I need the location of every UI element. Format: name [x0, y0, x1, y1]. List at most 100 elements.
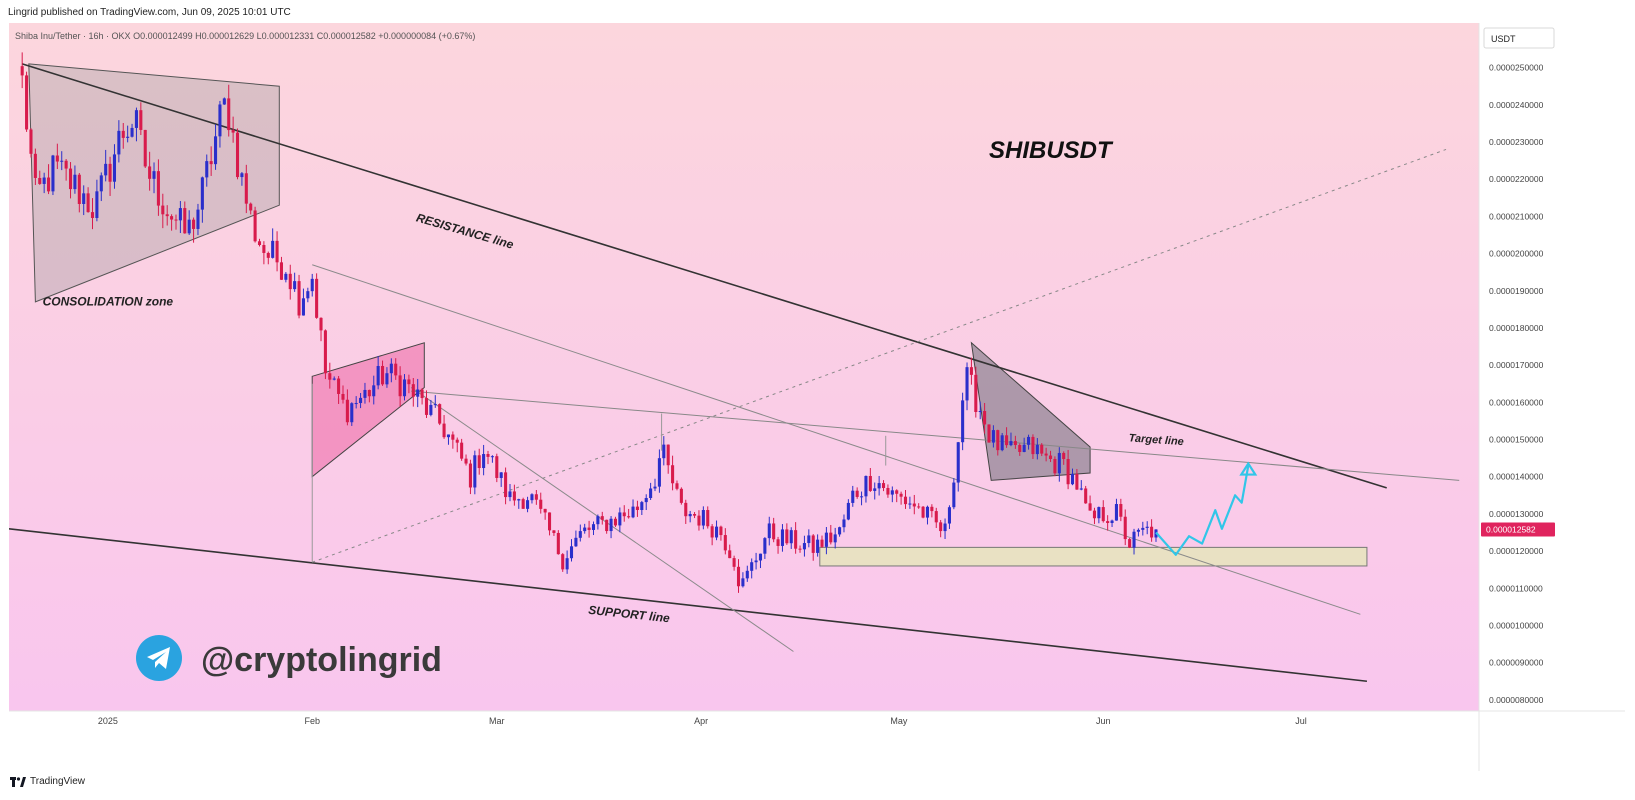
- resistance-line: [21, 63, 1387, 489]
- candle-body: [315, 278, 319, 318]
- candle: [644, 494, 648, 511]
- candle: [429, 399, 433, 417]
- y-tick-label: 0.0000190000: [1489, 286, 1544, 296]
- candle: [921, 505, 925, 519]
- candle-body: [73, 174, 77, 190]
- candle: [82, 185, 86, 216]
- candle: [613, 516, 617, 527]
- candle-body: [231, 130, 235, 133]
- candle: [785, 523, 789, 545]
- candle-body: [701, 510, 705, 526]
- candle-body: [134, 110, 138, 128]
- candle: [442, 415, 446, 439]
- candle: [183, 201, 187, 234]
- candle-body: [424, 398, 429, 415]
- support-line: [9, 527, 1368, 683]
- candle: [961, 392, 965, 451]
- candle-body: [196, 209, 200, 229]
- candle-body: [152, 171, 156, 179]
- candle-body: [244, 173, 248, 204]
- candle: [1141, 521, 1145, 536]
- candle-body: [420, 389, 424, 399]
- candle: [337, 376, 341, 404]
- candle: [482, 444, 486, 476]
- candle-body: [732, 558, 736, 567]
- candle-body: [345, 399, 349, 423]
- candle-body: [877, 483, 881, 489]
- candle: [262, 241, 266, 265]
- y-tick-label: 0.0000090000: [1489, 658, 1544, 668]
- candle-body: [1040, 444, 1044, 454]
- candle-body: [143, 129, 147, 167]
- currency-button[interactable]: USDT: [1483, 27, 1555, 49]
- candle: [95, 179, 99, 222]
- candle: [811, 534, 815, 561]
- candle: [196, 203, 200, 236]
- candle: [838, 526, 842, 537]
- candle: [205, 154, 209, 187]
- candle: [235, 128, 240, 180]
- candle-body: [794, 530, 798, 549]
- candle-body: [266, 252, 270, 258]
- candle-body: [284, 273, 288, 280]
- candle-body: [600, 516, 604, 520]
- candle-body: [583, 527, 587, 532]
- candle: [367, 389, 371, 403]
- candle-body: [802, 543, 806, 550]
- candle-body: [310, 278, 314, 292]
- candle: [868, 468, 872, 492]
- candle-body: [548, 512, 552, 531]
- candle: [301, 288, 305, 316]
- candle-body: [534, 494, 538, 500]
- candle: [1057, 447, 1061, 482]
- candle: [741, 572, 745, 588]
- candle: [1101, 500, 1105, 523]
- candle: [29, 128, 33, 158]
- candle: [376, 356, 380, 390]
- candle: [684, 499, 688, 524]
- candle-body: [1106, 521, 1110, 524]
- candle: [222, 97, 226, 105]
- candle: [1040, 443, 1044, 457]
- last-price-value: 0.000012582: [1486, 524, 1536, 534]
- candle-body: [991, 430, 995, 443]
- candle: [851, 485, 855, 507]
- candle-body: [117, 130, 121, 155]
- candle-body: [1145, 526, 1149, 528]
- candle: [126, 125, 130, 143]
- candle-body: [1119, 504, 1123, 517]
- candle: [402, 374, 407, 401]
- candle-body: [1031, 436, 1035, 455]
- candle: [860, 491, 864, 506]
- dotted-trend-line: [312, 148, 1447, 563]
- y-tick-label: 0.0000220000: [1489, 174, 1544, 184]
- candle-body: [644, 498, 648, 503]
- candle-body: [279, 262, 284, 280]
- candle-body: [780, 529, 784, 546]
- y-tick-label: 0.0000250000: [1489, 63, 1544, 73]
- candle-body: [855, 490, 859, 497]
- candle: [394, 358, 398, 380]
- candle-body: [381, 365, 385, 385]
- candle-body: [591, 524, 596, 530]
- candle-body: [947, 507, 951, 524]
- candle: [842, 514, 846, 533]
- candle-body: [187, 219, 191, 234]
- watermark: @cryptolingrid: [136, 635, 442, 681]
- candle: [816, 534, 820, 557]
- candle: [209, 146, 213, 176]
- candle: [38, 170, 42, 185]
- candle-body: [350, 403, 354, 423]
- candle: [460, 438, 464, 461]
- candle: [424, 390, 429, 418]
- candle: [227, 84, 231, 137]
- candle-body: [745, 570, 749, 579]
- candle: [51, 154, 55, 196]
- candle-body: [556, 532, 560, 555]
- candle: [161, 193, 165, 229]
- candle: [411, 377, 415, 407]
- candle: [504, 467, 508, 505]
- candle-body: [723, 535, 727, 551]
- candle: [1097, 506, 1101, 524]
